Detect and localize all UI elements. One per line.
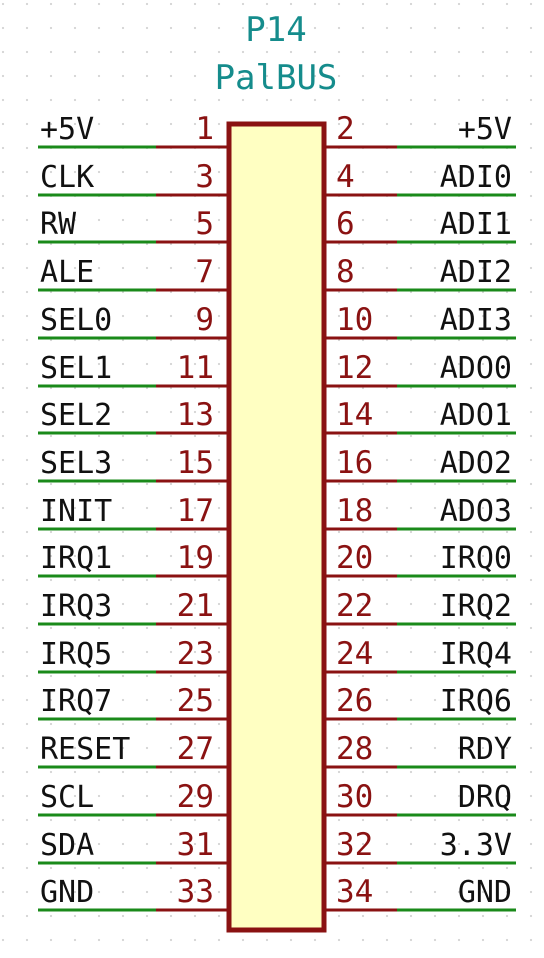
pin-name-right: ADI0 [440, 160, 512, 195]
pin-name-left: RESET [40, 732, 130, 767]
pin-number-right: 8 [336, 254, 355, 290]
pin-number-left: 15 [177, 445, 214, 481]
pin-name-right: IRQ2 [440, 589, 512, 624]
pin-name-right: RDY [458, 732, 512, 767]
wires-layer [38, 145, 516, 912]
pin-name-left: GND [40, 875, 94, 910]
pin-number-right: 14 [336, 397, 373, 433]
pin-number-left: 27 [177, 731, 214, 767]
pin-name-right: ADO1 [440, 398, 512, 433]
pin-number-left: 29 [177, 779, 214, 815]
pin-name-left: SEL2 [40, 398, 112, 433]
pin-number-right: 2 [336, 111, 355, 147]
pin-name-right: 3.3V [440, 828, 512, 863]
pin-number-right: 24 [336, 636, 373, 672]
pin-number-right: 26 [336, 683, 373, 719]
pin-name-left: CLK [40, 160, 94, 195]
pin-name-left: IRQ1 [40, 541, 112, 576]
pin-name-right: +5V [458, 112, 512, 147]
pin-name-left: ALE [40, 255, 94, 290]
pin-name-right: ADO2 [440, 446, 512, 481]
pin-name-left: IRQ3 [40, 589, 112, 624]
pin-name-right: ADO0 [440, 351, 512, 386]
pin-number-right: 10 [336, 302, 373, 338]
pin-number-left: 7 [195, 254, 214, 290]
pin-number-right: 4 [336, 159, 355, 195]
pin-number-left: 33 [177, 874, 214, 910]
pin-number-left: 9 [195, 302, 214, 338]
pin-number-right: 16 [336, 445, 373, 481]
pin-name-left: SEL3 [40, 446, 112, 481]
pin-number-left: 5 [195, 206, 214, 242]
pin-number-right: 12 [336, 350, 373, 386]
pin-number-left: 23 [177, 636, 214, 672]
pin-number-right: 28 [336, 731, 373, 767]
component-value: PalBUS [215, 58, 338, 98]
pin-number-right: 32 [336, 827, 373, 863]
pin-number-right: 22 [336, 588, 373, 624]
pin-name-right: DRQ [458, 780, 512, 815]
pin-name-left: +5V [40, 112, 94, 147]
pin-name-right: IRQ6 [440, 684, 512, 719]
pin-name-left: IRQ7 [40, 684, 112, 719]
connector-body[interactable] [226, 121, 327, 933]
pin-name-right: ADI3 [440, 303, 512, 338]
component-reference: P14 [245, 10, 306, 50]
pin-name-left: IRQ5 [40, 637, 112, 672]
pin-number-left: 13 [177, 397, 214, 433]
pin-number-left: 17 [177, 493, 214, 529]
pin-name-left: SEL1 [40, 351, 112, 386]
pin-number-right: 6 [336, 206, 355, 242]
pin-name-left: RW [40, 207, 77, 242]
pin-number-left: 1 [195, 111, 214, 147]
pin-number-right: 20 [336, 540, 373, 576]
pin-name-left: SEL0 [40, 303, 112, 338]
pin-number-right: 18 [336, 493, 373, 529]
pin-name-left: SDA [40, 828, 94, 863]
pin-name-right: GND [458, 875, 512, 910]
pin-name-right: ADO3 [440, 494, 512, 529]
pin-name-left: INIT [40, 494, 112, 529]
pin-name-left: SCL [40, 780, 94, 815]
pin-name-right: IRQ0 [440, 541, 512, 576]
pin-number-left: 3 [195, 159, 214, 195]
pin-name-right: ADI2 [440, 255, 512, 290]
pin-number-left: 11 [177, 350, 214, 386]
pin-number-left: 19 [177, 540, 214, 576]
pin-number-left: 21 [177, 588, 214, 624]
pin-number-right: 30 [336, 779, 373, 815]
pin-number-left: 25 [177, 683, 214, 719]
pin-number-left: 31 [177, 827, 214, 863]
pin-name-right: IRQ4 [440, 637, 512, 672]
pin-name-right: ADI1 [440, 207, 512, 242]
pin-number-right: 34 [336, 874, 373, 910]
